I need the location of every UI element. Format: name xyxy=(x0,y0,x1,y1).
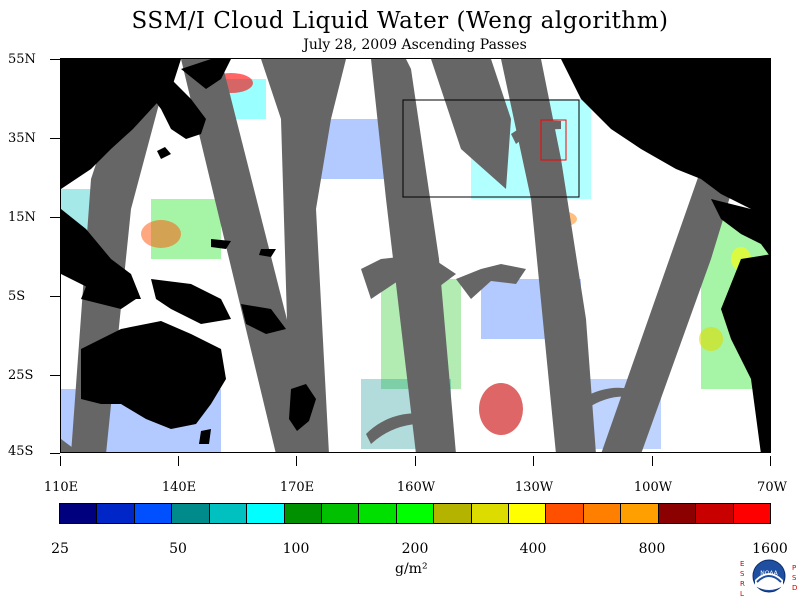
logo-left-letter: S xyxy=(740,570,745,578)
lat-label: 25S xyxy=(8,368,34,383)
noaa-logo-icon: E S R L NOAA P S D xyxy=(738,556,800,600)
logo-left-letter: R xyxy=(740,580,745,588)
lon-tick xyxy=(770,456,771,466)
logo-left-letter: E xyxy=(740,560,744,568)
colorbar-label: 200 xyxy=(401,541,429,557)
lat-tick xyxy=(50,375,60,376)
colorbar-swatch xyxy=(509,504,547,523)
lat-tick xyxy=(50,217,60,218)
colorbar-label: 1600 xyxy=(752,541,788,557)
region-box xyxy=(402,99,580,198)
map-svg xyxy=(61,59,770,452)
colorbar-swatch xyxy=(396,504,435,523)
logo-center: NOAA xyxy=(760,570,778,577)
lat-label: 55N xyxy=(8,52,36,67)
lat-label: 45S xyxy=(8,444,34,459)
colorbar-swatch xyxy=(321,504,360,523)
colorbar-swatch xyxy=(172,504,210,523)
colorbar-swatch xyxy=(134,504,173,523)
lon-tick xyxy=(60,456,61,466)
colorbar-swatch xyxy=(247,504,285,523)
lon-tick xyxy=(296,456,297,466)
lon-tick xyxy=(652,456,653,466)
lon-label: 140E xyxy=(161,480,197,495)
colorbar-label: 400 xyxy=(519,541,547,557)
colorbar-swatch xyxy=(546,504,584,523)
lon-label: 110E xyxy=(43,480,79,495)
logo-left-letter: L xyxy=(740,590,744,598)
colorbar xyxy=(59,503,771,524)
lon-label: 130W xyxy=(514,480,554,495)
colorbar-swatch xyxy=(621,504,659,523)
colorbar-swatch xyxy=(696,504,734,523)
lon-tick xyxy=(415,456,416,466)
logo-right-letter: S xyxy=(792,574,797,582)
colorbar-swatch xyxy=(733,504,771,523)
lat-label: 15N xyxy=(8,210,36,225)
lat-tick xyxy=(50,138,60,139)
lon-label: 170E xyxy=(279,480,315,495)
map-panel xyxy=(60,58,771,453)
land xyxy=(61,59,770,452)
lon-label: 70W xyxy=(757,480,787,495)
lat-tick xyxy=(50,453,60,454)
colorbar-swatch xyxy=(434,504,472,523)
lon-tick xyxy=(178,456,179,466)
lon-label: 160W xyxy=(396,480,436,495)
colorbar-label: 50 xyxy=(169,541,187,557)
logo-right-letter: D xyxy=(792,584,797,592)
lat-tick xyxy=(50,59,60,60)
colorbar-label: 100 xyxy=(282,541,310,557)
lat-label: 5S xyxy=(8,289,26,304)
colorbar-swatch xyxy=(583,504,622,523)
colorbar-unit: g/m² xyxy=(395,561,428,577)
colorbar-swatch xyxy=(97,504,135,523)
chart-subtitle: July 28, 2009 Ascending Passes xyxy=(303,37,527,53)
colorbar-swatch xyxy=(359,504,397,523)
lon-label: 100W xyxy=(633,480,673,495)
chart-title: SSM/I Cloud Liquid Water (Weng algorithm… xyxy=(131,8,669,34)
colorbar-swatch xyxy=(60,504,98,523)
logo-right-letter: P xyxy=(792,564,796,572)
colorbar-swatch xyxy=(471,504,510,523)
lon-tick xyxy=(533,456,534,466)
lat-label: 35N xyxy=(8,131,36,146)
colorbar-swatch xyxy=(284,504,322,523)
colorbar-swatch xyxy=(209,504,248,523)
lat-tick xyxy=(50,296,60,297)
colorbar-label: 25 xyxy=(51,541,69,557)
subregion-box xyxy=(540,119,567,161)
colorbar-label: 800 xyxy=(638,541,666,557)
colorbar-swatch xyxy=(658,504,697,523)
